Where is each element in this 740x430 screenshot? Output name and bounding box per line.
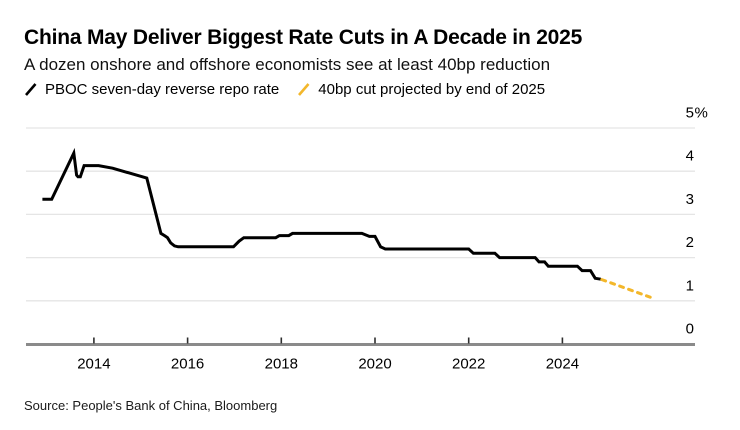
legend-label-projection: 40bp cut projected by end of 2025	[318, 81, 546, 98]
x-axis-label: 2022	[452, 356, 485, 373]
chart-legend: PBOC seven-day reverse repo rate 40bp cu…	[24, 81, 545, 98]
y-axis-label: 3	[686, 191, 694, 208]
legend-item-actual-rate: PBOC seven-day reverse repo rate	[24, 81, 279, 98]
y-axis-label: 2	[686, 234, 694, 251]
y-axis-label: 1	[686, 277, 694, 294]
chart-subtitle: A dozen onshore and offshore economists …	[24, 55, 551, 74]
series-dashed	[600, 278, 652, 299]
x-axis-label: 2018	[265, 356, 298, 373]
series-solid	[42, 147, 602, 281]
chart-title: China May Deliver Biggest Rate Cuts in A…	[24, 26, 583, 49]
source-note: Source: People's Bank of China, Bloomber…	[24, 398, 278, 413]
x-axis-label: 2020	[358, 356, 391, 373]
x-axis-label: 2014	[77, 356, 110, 373]
x-axis-label: 2024	[546, 356, 579, 373]
yellow-slash-icon	[298, 83, 310, 96]
x-axis-label: 2016	[171, 356, 204, 373]
y-axis-label: 4	[686, 148, 694, 165]
y-axis-unit-label: %	[695, 105, 708, 122]
legend-label-actual: PBOC seven-day reverse repo rate	[45, 81, 280, 98]
black-slash-icon	[25, 83, 37, 96]
legend-item-projection: 40bp cut projected by end of 2025	[297, 81, 545, 98]
y-axis-label: 0	[686, 321, 694, 338]
y-axis-label: 5	[686, 105, 694, 122]
